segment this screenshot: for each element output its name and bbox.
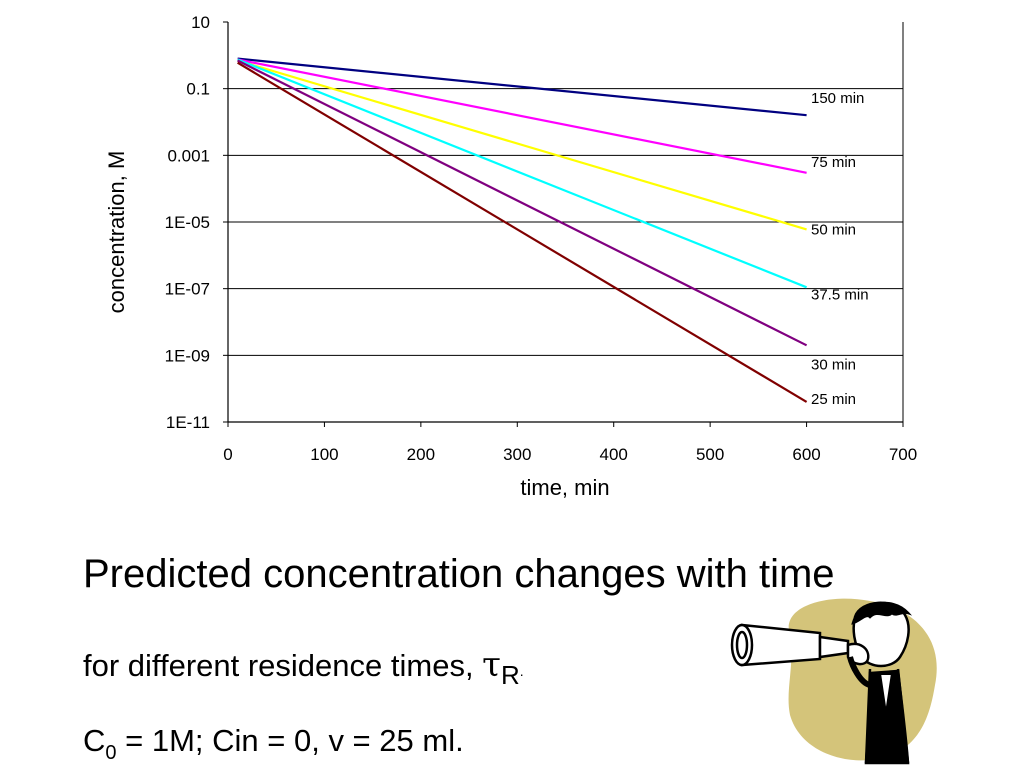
y-tick-labels: 10 0.1 0.001 1E-05 1E-07 1E-09 1E-11 (165, 13, 210, 432)
tau-symbol: τ (482, 645, 501, 685)
series-line (237, 57, 807, 117)
tau-subscript: R (500, 660, 520, 690)
y-tick-label: 10 (191, 13, 210, 32)
series-label: 75 min (811, 154, 856, 171)
param-c-subscript: 0 (105, 742, 117, 764)
x-tick-label: 0 (223, 445, 232, 464)
x-tick-label: 600 (792, 445, 820, 464)
chart-series (237, 57, 808, 403)
series-line (237, 58, 807, 174)
caption-subtitle: for different residence times, τR. (83, 640, 524, 700)
person-icon (846, 601, 913, 765)
series-line (237, 58, 808, 289)
caption-title: Predicted concentration changes with tim… (83, 552, 835, 596)
x-tick-label: 300 (503, 445, 531, 464)
param-c: C (83, 723, 106, 758)
y-tick-label: 1E-11 (166, 413, 210, 432)
x-tick-label: 200 (407, 445, 435, 464)
series-label: 150 min (811, 90, 864, 107)
series-label: 25 min (811, 391, 856, 408)
caption-subtitle-period: . (519, 663, 524, 679)
series-line (237, 61, 808, 403)
person-with-telescope-icon (730, 598, 937, 765)
x-tick-label: 500 (696, 445, 724, 464)
y-tick-label: 0.1 (186, 80, 210, 99)
telescope-icon (730, 623, 850, 667)
y-tick-label: 0.001 (167, 146, 210, 165)
caption-parameters: C0 = 1M; Cin = 0, v = 25 ml. (83, 716, 464, 778)
x-tick-labels: 0 100 200 300 400 500 600 700 (223, 422, 917, 464)
y-tick-label: 1E-05 (165, 213, 210, 232)
x-tick-label: 700 (889, 445, 917, 464)
param-values: = 1M; Cin = 0, v = 25 ml. (116, 723, 464, 758)
x-tick-label: 100 (310, 445, 338, 464)
x-tick-label: 400 (600, 445, 628, 464)
y-tick-label: 1E-07 (165, 280, 210, 299)
chart-gridlines (223, 21, 903, 423)
y-tick-label: 1E-09 (165, 346, 210, 365)
series-label: 37.5 min (811, 286, 869, 303)
series-line (237, 59, 808, 347)
series-labels: 150 min 75 min 50 min 37.5 min 30 min 25 min (811, 90, 869, 408)
caption-subtitle-text: for different residence times, (83, 648, 483, 683)
chart: 10 0.1 0.001 1E-05 1E-07 1E-09 1E-11 0 100 200 30… (104, 13, 917, 500)
series-label: 30 min (811, 356, 856, 373)
chart-axes (227, 22, 904, 423)
x-axis-label: time, min (520, 475, 609, 500)
series-label: 50 min (811, 221, 856, 238)
series-line (237, 59, 807, 231)
y-axis-label: concentration, M (104, 151, 129, 314)
